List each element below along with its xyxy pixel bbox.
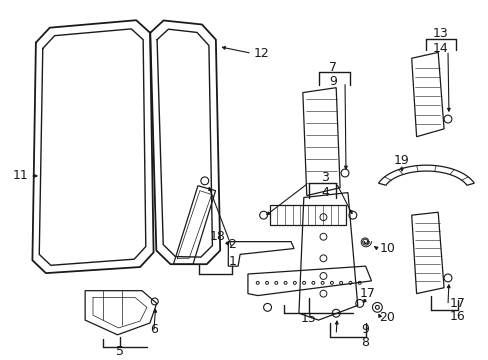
Text: 11: 11: [13, 170, 28, 183]
Text: 12: 12: [253, 47, 269, 60]
Text: 2: 2: [228, 238, 236, 251]
Text: 20: 20: [379, 311, 394, 324]
Text: 19: 19: [393, 154, 409, 167]
Text: 9: 9: [361, 323, 369, 336]
Text: 17: 17: [359, 287, 375, 300]
Text: 16: 16: [449, 310, 465, 323]
Text: 15: 15: [300, 312, 316, 325]
Text: 3: 3: [321, 171, 328, 184]
Text: 17: 17: [449, 297, 465, 310]
Text: 10: 10: [379, 242, 394, 255]
Text: 4: 4: [321, 186, 328, 199]
Text: 18: 18: [209, 230, 225, 243]
Text: 14: 14: [431, 42, 447, 55]
Text: 6: 6: [149, 323, 158, 336]
Text: 13: 13: [431, 27, 447, 40]
Text: 9: 9: [328, 75, 337, 88]
Text: 7: 7: [328, 60, 337, 73]
Text: 5: 5: [116, 345, 124, 358]
Text: 8: 8: [361, 336, 369, 349]
Text: 1: 1: [228, 255, 236, 268]
